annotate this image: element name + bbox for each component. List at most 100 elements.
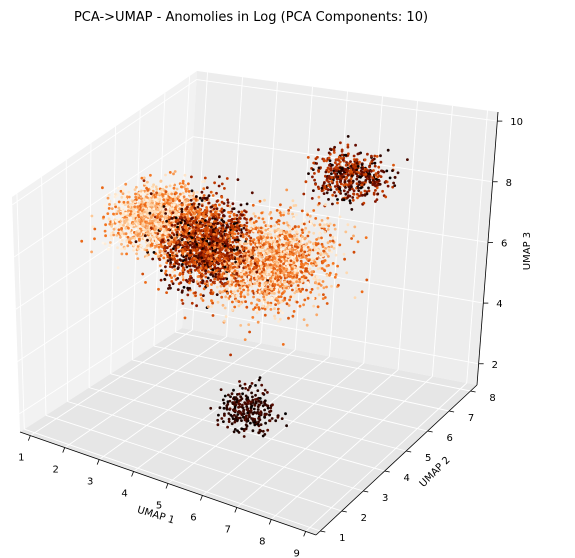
scatter-point	[266, 224, 270, 228]
scatter-point	[287, 316, 290, 320]
scatter-point	[337, 283, 340, 287]
scatter-point	[331, 235, 335, 239]
scatter-point	[213, 217, 217, 221]
scatter-point	[368, 173, 372, 176]
scatter-point	[254, 247, 258, 251]
scatter-point	[174, 237, 178, 240]
scatter-point	[130, 236, 134, 240]
scatter-point	[283, 290, 286, 293]
scatter-point	[294, 204, 298, 207]
scatter-point	[221, 220, 225, 223]
scatter-point	[121, 192, 125, 196]
scatter-point	[289, 259, 293, 263]
scatter-point	[288, 230, 292, 233]
scatter-point	[165, 201, 169, 205]
scatter-point	[329, 167, 333, 170]
scatter-point	[345, 161, 348, 164]
scatter-point	[371, 178, 375, 182]
scatter-point	[276, 271, 280, 275]
scatter-point	[192, 191, 196, 195]
scatter-point	[247, 250, 250, 254]
scatter-point	[342, 183, 346, 187]
scatter-point	[341, 167, 344, 171]
scatter-point	[245, 224, 249, 228]
scatter-point	[104, 223, 107, 227]
scatter-point	[275, 231, 278, 235]
scatter-point	[307, 172, 310, 176]
scatter-point	[235, 262, 239, 266]
scatter-point	[211, 274, 215, 278]
scatter-point	[284, 234, 288, 238]
scatter-point	[331, 239, 335, 243]
scatter-point	[168, 171, 172, 174]
scatter-point	[112, 212, 115, 216]
scatter-point	[115, 233, 119, 237]
scatter-point	[250, 217, 253, 221]
grid-line-y-left	[110, 126, 117, 374]
scatter-point	[220, 255, 224, 259]
scatter-point	[304, 261, 308, 265]
scatter-point	[279, 203, 282, 207]
scatter-point	[227, 219, 231, 223]
scatter-point	[290, 241, 294, 245]
scatter-point	[189, 213, 193, 217]
scatter-point	[266, 232, 270, 235]
scatter-point	[104, 234, 107, 238]
scatter-point	[311, 257, 314, 261]
scatter-point	[187, 203, 191, 207]
scatter-point	[327, 180, 330, 184]
scatter-point	[277, 219, 281, 223]
scatter-point	[306, 213, 309, 217]
scatter-point	[115, 212, 119, 216]
scatter-point	[205, 239, 209, 243]
scatter-point	[137, 196, 141, 200]
scatter-point	[375, 186, 379, 190]
scatter-point	[125, 195, 129, 199]
scatter-point	[302, 253, 305, 256]
scatter-point	[131, 222, 135, 226]
scatter-point	[154, 238, 158, 241]
scatter-point	[226, 224, 229, 228]
scatter-point	[159, 222, 163, 225]
grid-line-x-floor	[236, 369, 399, 508]
grid-line-z-back	[196, 79, 498, 122]
scatter-point	[393, 176, 397, 179]
scatter-point	[262, 262, 266, 266]
scatter-point	[133, 247, 137, 251]
scatter-point	[318, 220, 321, 224]
grid-line-x-floor	[305, 382, 468, 532]
scatter-point	[240, 224, 244, 228]
scatter-point	[156, 216, 159, 220]
scatter-point	[226, 198, 230, 202]
scatter-point	[320, 186, 324, 190]
scatter-point	[222, 277, 225, 281]
scatter-point	[173, 244, 177, 248]
scatter-point	[332, 246, 336, 250]
scatter-point	[160, 189, 163, 192]
scatter-point	[207, 194, 211, 198]
scatter-point	[202, 212, 206, 216]
scatter-point	[122, 200, 126, 204]
scatter-point	[106, 196, 110, 200]
scatter-point	[327, 198, 330, 201]
scatter-point	[365, 278, 369, 282]
scatter-point	[360, 181, 364, 185]
scatter-point	[167, 196, 171, 199]
scatter-point	[291, 199, 295, 203]
scatter-point	[300, 270, 303, 274]
scatter-point	[384, 195, 388, 199]
scatter-point	[369, 169, 373, 173]
scatter-point	[191, 239, 195, 243]
scatter-point	[178, 199, 182, 203]
scatter-point	[177, 195, 180, 199]
scatter-point	[150, 187, 153, 190]
scatter-point	[151, 247, 155, 251]
scatter-point	[300, 292, 304, 295]
scatter-point	[174, 228, 178, 232]
scatter-point	[351, 179, 355, 183]
scatter-point	[223, 394, 227, 398]
scatter-point	[344, 183, 348, 186]
scatter-point	[337, 158, 340, 162]
scatter-point	[153, 211, 157, 215]
